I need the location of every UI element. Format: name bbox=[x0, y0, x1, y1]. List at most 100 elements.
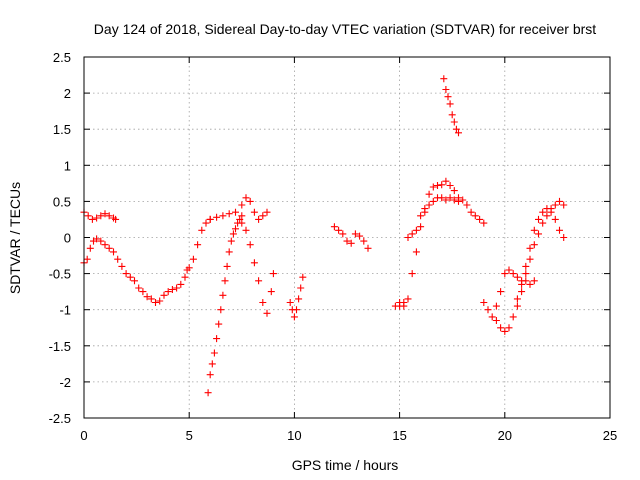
ticks bbox=[83, 56, 611, 419]
data-point bbox=[539, 219, 547, 227]
data-point bbox=[86, 244, 94, 252]
data-point bbox=[530, 277, 538, 285]
data-series bbox=[183, 215, 214, 274]
data-point bbox=[242, 226, 250, 234]
data-point bbox=[238, 201, 246, 209]
data-point bbox=[347, 239, 355, 247]
data-point bbox=[543, 212, 551, 220]
data-point bbox=[417, 223, 425, 231]
data-point bbox=[513, 302, 521, 310]
data-point bbox=[476, 215, 484, 223]
y-tick-label: -2.5 bbox=[49, 411, 71, 426]
data-point bbox=[425, 201, 433, 209]
data-point bbox=[290, 313, 298, 321]
data-point bbox=[126, 273, 134, 281]
data-point bbox=[263, 208, 271, 216]
data-point bbox=[219, 212, 227, 220]
y-tick-label: -1 bbox=[59, 303, 71, 318]
data-point bbox=[543, 205, 551, 213]
data-point bbox=[429, 197, 437, 205]
data-point bbox=[429, 183, 437, 191]
y-tick-label: 0.5 bbox=[53, 194, 71, 209]
data-point bbox=[330, 223, 338, 231]
data-point bbox=[404, 295, 412, 303]
data-point bbox=[450, 118, 458, 126]
data-point bbox=[492, 302, 500, 310]
data-marks bbox=[80, 75, 568, 397]
data-point bbox=[215, 320, 223, 328]
data-point bbox=[229, 230, 237, 238]
data-point bbox=[122, 270, 130, 278]
data-point bbox=[400, 299, 408, 306]
data-series bbox=[492, 197, 568, 335]
data-point bbox=[522, 262, 530, 270]
data-point bbox=[93, 235, 101, 243]
data-point bbox=[335, 226, 343, 234]
data-point bbox=[114, 255, 122, 263]
data-point bbox=[421, 208, 429, 216]
y-tick-label: 1 bbox=[64, 158, 71, 173]
data-point bbox=[446, 182, 454, 189]
data-point bbox=[442, 177, 450, 185]
y-tick-label: 2 bbox=[64, 86, 71, 101]
data-point bbox=[408, 230, 416, 238]
data-series bbox=[330, 223, 372, 252]
data-point bbox=[526, 244, 534, 252]
data-point bbox=[208, 360, 216, 368]
data-point bbox=[83, 255, 91, 263]
data-point bbox=[181, 273, 189, 281]
data-point bbox=[118, 262, 126, 270]
x-tick-label: 25 bbox=[603, 428, 617, 443]
data-point bbox=[143, 293, 151, 301]
data-point bbox=[339, 230, 347, 238]
data-point bbox=[526, 280, 534, 288]
data-point bbox=[434, 182, 441, 189]
data-point bbox=[480, 219, 488, 227]
data-point bbox=[194, 241, 202, 249]
data-point bbox=[408, 270, 416, 278]
data-point bbox=[210, 349, 218, 357]
data-point bbox=[259, 212, 267, 220]
data-point bbox=[250, 208, 258, 216]
data-point bbox=[164, 288, 172, 296]
x-tick-label: 10 bbox=[287, 428, 301, 443]
data-series bbox=[480, 266, 538, 321]
data-point bbox=[455, 129, 462, 137]
data-point bbox=[450, 187, 458, 195]
x-tick-label: 20 bbox=[498, 428, 512, 443]
data-point bbox=[227, 237, 235, 245]
data-point bbox=[168, 286, 176, 293]
data-point bbox=[404, 234, 412, 241]
data-point bbox=[425, 190, 433, 198]
data-point bbox=[206, 215, 214, 223]
y-tick-label: 2.5 bbox=[53, 50, 71, 65]
x-tick-label: 15 bbox=[392, 428, 406, 443]
data-point bbox=[84, 212, 92, 220]
data-point bbox=[556, 226, 563, 234]
data-point bbox=[505, 324, 513, 332]
y-tick-label: 0 bbox=[64, 231, 71, 246]
x-axis-label: GPS time / hours bbox=[292, 457, 399, 473]
x-tick-label: 0 bbox=[80, 428, 87, 443]
data-point bbox=[343, 237, 351, 245]
plot-frame bbox=[83, 56, 611, 419]
data-point bbox=[101, 241, 109, 249]
data-point bbox=[560, 201, 568, 209]
data-point bbox=[351, 230, 359, 238]
data-point bbox=[360, 237, 368, 245]
data-point bbox=[526, 255, 534, 263]
data-point bbox=[246, 241, 254, 249]
data-point bbox=[202, 219, 210, 227]
data-point bbox=[551, 201, 559, 209]
data-point bbox=[438, 194, 446, 202]
y-tick-label: 1.5 bbox=[53, 122, 71, 137]
data-point bbox=[263, 309, 271, 317]
data-point bbox=[560, 234, 568, 241]
data-series bbox=[80, 235, 189, 306]
data-point bbox=[238, 212, 246, 220]
data-point bbox=[135, 284, 143, 292]
data-series bbox=[513, 205, 568, 303]
data-series bbox=[286, 273, 307, 321]
data-point bbox=[147, 295, 155, 303]
data-point bbox=[467, 208, 475, 216]
